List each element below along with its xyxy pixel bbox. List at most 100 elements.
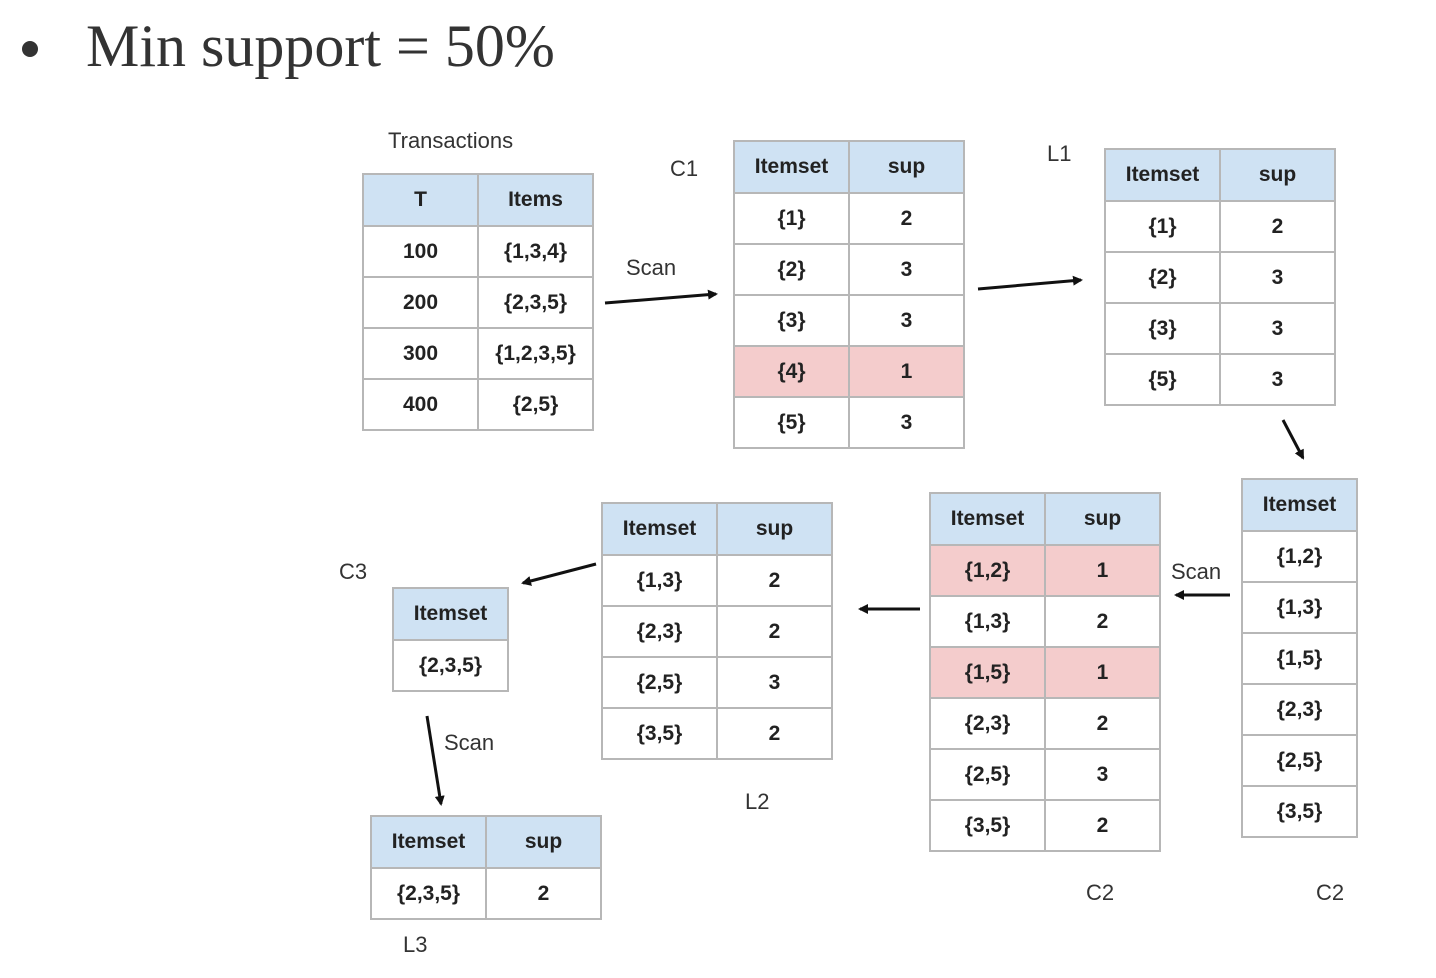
- table-cell: {2,5}: [477, 378, 594, 431]
- table-cell: 2: [485, 867, 602, 920]
- table-header-row: Itemset sup: [1104, 148, 1336, 202]
- column-header: sup: [716, 502, 833, 556]
- table-cell: {1,5}: [1241, 632, 1358, 685]
- table-row: {1} 2: [1104, 200, 1336, 253]
- transactions-label: Transactions: [388, 128, 514, 153]
- table-cell: {3}: [1104, 302, 1221, 355]
- c1-table: Itemset sup {1} 2 {2} 3 {3} 3 {4} 1 {5} 3: [733, 140, 965, 449]
- table-row: 400 {2,5}: [362, 378, 594, 431]
- table-cell: 3: [1044, 748, 1161, 801]
- table-row: {3,5}: [1241, 785, 1358, 838]
- table-header-row: Itemset sup: [370, 815, 602, 869]
- column-header: Itemset: [1104, 148, 1221, 202]
- table-header-row: Itemset: [392, 587, 509, 641]
- scan-label-1: Scan: [626, 255, 677, 280]
- table-cell: {3,5}: [601, 707, 718, 760]
- table-row: {2,5}: [1241, 734, 1358, 787]
- column-header: Itemset: [733, 140, 850, 194]
- column-header: sup: [1044, 492, 1161, 546]
- table-row: {1} 2: [733, 192, 965, 245]
- table-cell: {1,3}: [601, 554, 718, 607]
- table-row: {2,3,5} 2: [370, 867, 602, 920]
- l3-label: L3: [403, 932, 428, 957]
- table-cell: {2,3,5}: [370, 867, 487, 920]
- table-row: {2,3,5}: [392, 639, 509, 692]
- table-cell: 1: [1044, 544, 1161, 597]
- column-header: Itemset: [1241, 478, 1358, 532]
- table-cell: 1: [1044, 646, 1161, 699]
- table-cell: {2,3}: [601, 605, 718, 658]
- table-cell: {5}: [733, 396, 850, 449]
- table-cell: {2,5}: [1241, 734, 1358, 787]
- table-row: {2,5} 3: [929, 748, 1161, 801]
- c2-candidates-label: C2: [1316, 880, 1345, 905]
- table-cell: 3: [716, 656, 833, 709]
- table-row: {1,5}: [1241, 632, 1358, 685]
- table-cell: {4}: [733, 345, 850, 398]
- table-row: {2,5} 3: [601, 656, 833, 709]
- table-header-row: Itemset: [1241, 478, 1358, 532]
- table-row: {3,5} 2: [929, 799, 1161, 852]
- arrow-transactions-to-c1: [604, 289, 718, 305]
- table-cell: 3: [848, 294, 965, 347]
- table-cell: {1,2}: [1241, 530, 1358, 583]
- table-cell: 3: [1219, 251, 1336, 304]
- table-cell: {1,3,4}: [477, 225, 594, 278]
- table-cell: {1}: [733, 192, 850, 245]
- table-cell: 2: [1044, 799, 1161, 852]
- c2-candidates-table: Itemset {1,2} {1,3} {1,5} {2,3} {2,5} {3…: [1241, 478, 1358, 838]
- table-row: {1,3} 2: [601, 554, 833, 607]
- table-cell: {2,3,5}: [392, 639, 509, 692]
- table-row: {2} 3: [1104, 251, 1336, 304]
- table-cell: 2: [1219, 200, 1336, 253]
- arrow-l1-to-c2-candidates: [1281, 419, 1305, 460]
- arrow-l2-to-c3: [521, 562, 597, 586]
- table-cell: 400: [362, 378, 479, 431]
- table-row: {1,3} 2: [929, 595, 1161, 648]
- heading-line: Min support = 50%: [22, 8, 555, 84]
- table-row: 100 {1,3,4}: [362, 225, 594, 278]
- c3-label: C3: [339, 559, 368, 584]
- arrow-c1-to-l1: [977, 275, 1083, 291]
- table-cell: 2: [848, 192, 965, 245]
- table-cell: {5}: [1104, 353, 1221, 406]
- c2-counts-label: C2: [1086, 880, 1115, 905]
- table-cell: {1,5}: [929, 646, 1046, 699]
- table-cell: {2,3}: [929, 697, 1046, 750]
- table-cell: 3: [848, 396, 965, 449]
- table-cell: {2}: [1104, 251, 1221, 304]
- l1-table: Itemset sup {1} 2 {2} 3 {3} 3 {5} 3: [1104, 148, 1336, 406]
- pruned-row: {1,2} 1: [929, 544, 1161, 597]
- column-header: sup: [485, 815, 602, 869]
- table-row: {3} 3: [733, 294, 965, 347]
- column-header: sup: [848, 140, 965, 194]
- table-cell: 1: [848, 345, 965, 398]
- l2-label: L2: [745, 789, 770, 814]
- column-header: Itemset: [392, 587, 509, 641]
- page-heading: Min support = 50%: [86, 13, 555, 79]
- c2-counts-table: Itemset sup {1,2} 1 {1,3} 2 {1,5} 1 {2,3} 2 …: [929, 492, 1161, 852]
- table-row: {5} 3: [1104, 353, 1336, 406]
- table-cell: {1,3}: [1241, 581, 1358, 634]
- table-cell: {2,3}: [1241, 683, 1358, 736]
- table-cell: {1}: [1104, 200, 1221, 253]
- pruned-row: {1,5} 1: [929, 646, 1161, 699]
- l3-table: Itemset sup {2,3,5} 2: [370, 815, 602, 920]
- table-row: {5} 3: [733, 396, 965, 449]
- table-cell: {1,3}: [929, 595, 1046, 648]
- arrow-c3-to-l3: [425, 715, 445, 806]
- table-cell: 200: [362, 276, 479, 329]
- table-row: {1,2}: [1241, 530, 1358, 583]
- column-header: Itemset: [601, 502, 718, 556]
- scan-label-3: Scan: [444, 730, 495, 755]
- pruned-row: {4} 1: [733, 345, 965, 398]
- table-cell: 3: [848, 243, 965, 296]
- table-cell: 2: [1044, 697, 1161, 750]
- table-row: {2,3} 2: [601, 605, 833, 658]
- table-header-row: Itemset sup: [733, 140, 965, 194]
- table-row: {2,3} 2: [929, 697, 1161, 750]
- column-header: T: [362, 173, 479, 227]
- table-row: {3,5} 2: [601, 707, 833, 760]
- table-cell: {2,5}: [601, 656, 718, 709]
- table-row: 200 {2,3,5}: [362, 276, 594, 329]
